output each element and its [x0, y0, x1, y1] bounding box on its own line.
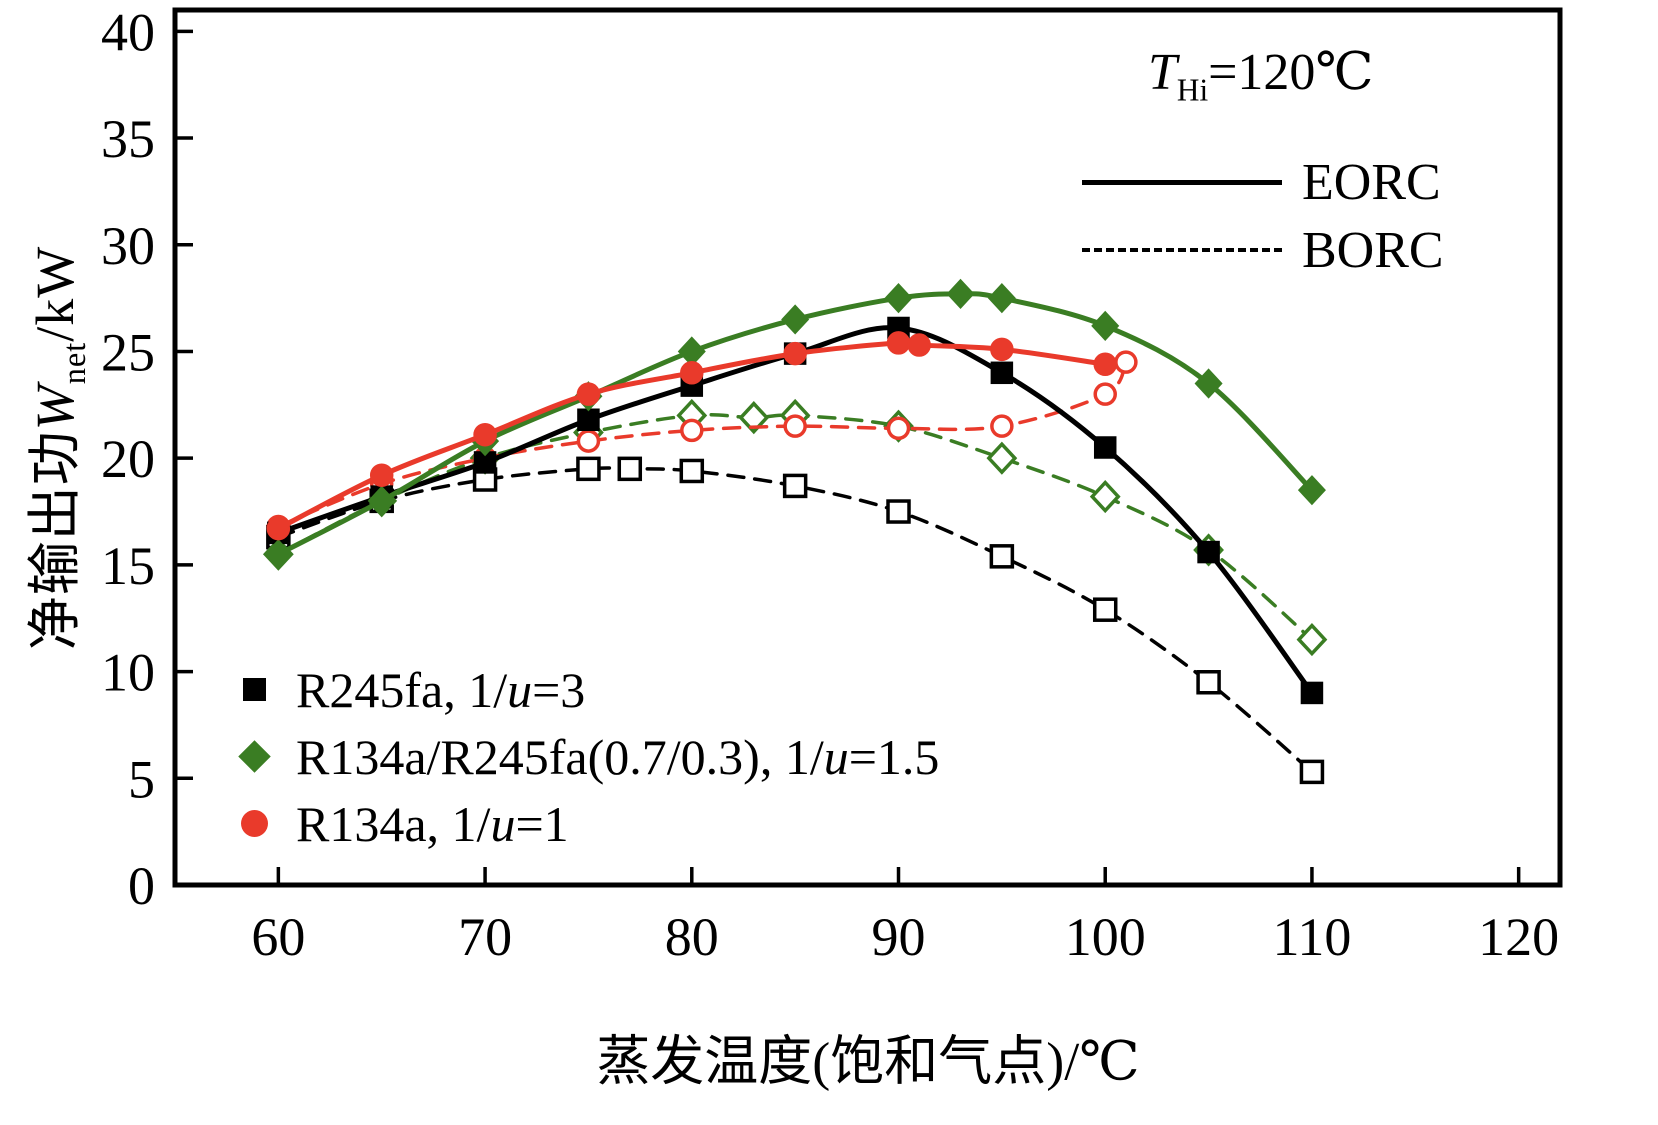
- marker-r134a-borc-101: [1114, 350, 1138, 374]
- x-tick-label-60: 60: [251, 907, 305, 967]
- marker-r134a-r245fa-eorc-93: [946, 278, 975, 309]
- y-tick-label-40: 40: [101, 2, 155, 62]
- legend-row-r245fa: R245fa, 1/u=3: [236, 656, 939, 723]
- marker-r134a-eorc-91: [907, 333, 931, 357]
- y-axis-title-cjk: 净输出功: [25, 430, 86, 651]
- marker-r245fa-eorc-95: [990, 361, 1014, 385]
- marker-r134a-r245fa-eorc-85: [781, 304, 810, 335]
- thi-symbol: T: [1148, 44, 1177, 101]
- thi-annotation: THi=120℃: [1148, 42, 1374, 108]
- thi-value: =120℃: [1208, 44, 1374, 101]
- line-type-legend: EORC BORC: [1082, 148, 1444, 284]
- curve-r134a-r245fa-eorc: [275, 291, 1315, 557]
- eorc-label: EORC: [1302, 153, 1441, 211]
- marker-r134a-borc-95: [990, 414, 1014, 438]
- marker-r134a-eorc-85: [783, 341, 807, 366]
- marker-r245fa-borc-85: [782, 473, 808, 499]
- marker-r245fa-eorc-110: [1300, 681, 1324, 705]
- marker-r245fa-eorc-105: [1197, 540, 1220, 564]
- y-tick-label-30: 30: [101, 216, 155, 276]
- marker-r134a-r245fa-eorc-100: [1091, 310, 1120, 341]
- y-axis-title-symbol: W: [25, 384, 86, 431]
- curve-r134a-r245fa-borc: [276, 413, 1314, 642]
- legend-row-r134a: R134a, 1/u=1: [236, 790, 939, 857]
- marker-r134a-r245fa-eorc-95: [987, 283, 1016, 314]
- curve-r245fa-borc: [276, 466, 1314, 774]
- borc-dashed-line-sample: [1082, 248, 1282, 252]
- eorc-solid-line-sample: [1082, 179, 1282, 185]
- marker-r134a-borc-75: [576, 429, 601, 453]
- axis-frame: [172, 7, 1563, 888]
- legend-row-mixture: R134a/R245fa(0.7/0.3), 1/u=1.5: [236, 723, 939, 790]
- marker-r134a-eorc-65: [369, 463, 394, 487]
- marker-r134a-r245fa-borc-83: [738, 401, 770, 435]
- marker-r134a-r245fa-eorc-90: [884, 283, 913, 314]
- x-tick-label-120: 120: [1478, 907, 1559, 967]
- marker-r245fa-borc-110: [1299, 759, 1325, 785]
- curve-r245fa-eorc: [275, 325, 1315, 696]
- marker-r134a-r245fa-eorc-105: [1194, 368, 1223, 399]
- marker-r134a-eorc-80: [680, 361, 704, 385]
- y-axis-title-subscript: net: [56, 341, 93, 385]
- y-tick-label-5: 5: [128, 749, 155, 809]
- y-tick-label-20: 20: [101, 429, 155, 489]
- y-tick-label-10: 10: [101, 643, 155, 703]
- series-legend: R245fa, 1/u=3 R134a/R245fa(0.7/0.3), 1/u…: [236, 656, 939, 857]
- square-marker-icon: [242, 678, 266, 701]
- marker-r245fa-borc-90: [886, 499, 911, 524]
- marker-r245fa-eorc-75: [577, 408, 600, 432]
- legend-mixture-text: R134a/R245fa(0.7/0.3), 1/: [296, 728, 824, 785]
- marker-r134a-eorc-60: [266, 516, 291, 541]
- marker-r134a-r245fa-eorc-110: [1297, 475, 1326, 506]
- x-tick-label-70: 70: [458, 907, 512, 967]
- y-axis-title-unit: /kW: [25, 245, 86, 342]
- marker-r245fa-borc-80: [679, 458, 705, 484]
- legend-row-eorc: EORC: [1082, 148, 1444, 216]
- y-tick-label-25: 25: [101, 322, 155, 382]
- marker-r134a-borc-80: [680, 418, 704, 443]
- marker-r245fa-eorc-100: [1093, 436, 1117, 459]
- legend-row-borc: BORC: [1082, 216, 1444, 284]
- circle-marker-icon: [240, 810, 268, 837]
- marker-r134a-borc-100: [1093, 382, 1117, 406]
- marker-r245fa-borc-105: [1196, 670, 1221, 695]
- marker-r134a-r245fa-eorc-65: [367, 485, 396, 516]
- marker-r134a-r245fa-eorc-60: [264, 539, 293, 570]
- marker-r245fa-borc-95: [989, 544, 1015, 569]
- marker-r245fa-borc-100: [1092, 597, 1118, 622]
- marker-r134a-r245fa-borc-100: [1089, 480, 1121, 514]
- y-tick-label-0: 0: [128, 856, 155, 916]
- thi-subscript: Hi: [1176, 72, 1209, 108]
- y-tick-label-35: 35: [101, 109, 155, 169]
- legend-r245fa-text: R245fa, 1/: [296, 661, 508, 718]
- marker-r134a-r245fa-borc-110: [1296, 623, 1328, 657]
- y-tick-label-15: 15: [101, 536, 155, 596]
- x-tick-label-100: 100: [1065, 907, 1146, 967]
- x-tick-label-90: 90: [872, 907, 926, 967]
- diamond-marker-icon: [237, 740, 271, 773]
- x-axis-title: 蒸发温度(饱和气点)/℃: [596, 1031, 1140, 1092]
- marker-r134a-borc-90: [886, 416, 911, 441]
- marker-r245fa-borc-77: [617, 456, 643, 482]
- y-axis-title: 净输出功Wnet/kW: [10, 246, 94, 651]
- curve-r134a-eorc: [275, 340, 1108, 532]
- marker-r245fa-borc-75: [576, 456, 601, 482]
- marker-r134a-borc-85: [783, 414, 807, 438]
- marker-r134a-eorc-70: [473, 422, 497, 447]
- x-tick-label-110: 110: [1272, 907, 1351, 967]
- borc-label: BORC: [1302, 221, 1444, 279]
- marker-r134a-eorc-75: [576, 382, 601, 406]
- x-tick-label-80: 80: [665, 907, 719, 967]
- marker-r134a-eorc-95: [990, 337, 1014, 362]
- marker-r134a-eorc-90: [886, 331, 911, 355]
- legend-r134a-text: R134a, 1/: [296, 795, 491, 852]
- marker-r134a-eorc-100: [1093, 352, 1117, 377]
- marker-r134a-r245fa-borc-95: [986, 441, 1018, 475]
